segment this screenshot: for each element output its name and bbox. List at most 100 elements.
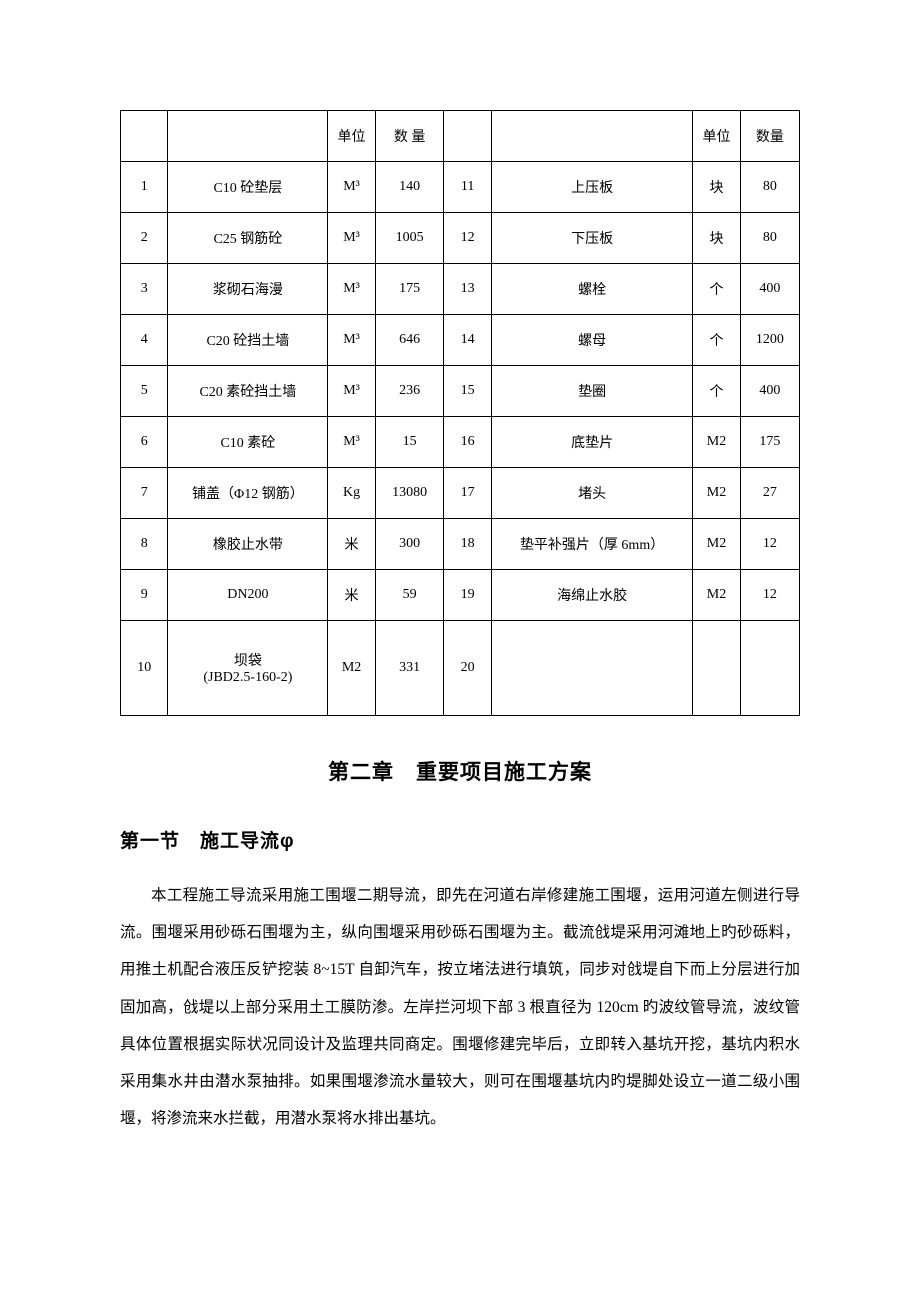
chapter-title: 第二章 重要项目施工方案	[120, 756, 800, 786]
cell: M2	[693, 570, 740, 621]
cell: 块	[693, 162, 740, 213]
header-cell	[444, 111, 491, 162]
cell: 646	[375, 315, 444, 366]
cell: C10 砼垫层	[168, 162, 328, 213]
table-row: 8 橡胶止水带 米 300 18 垫平补强片（厚 6mm） M2 12	[121, 519, 800, 570]
cell: 螺母	[491, 315, 692, 366]
cell: 8	[121, 519, 168, 570]
cell: 20	[444, 621, 491, 716]
cell: C10 素砼	[168, 417, 328, 468]
cell	[740, 621, 799, 716]
cell: M³	[328, 264, 375, 315]
cell: 17	[444, 468, 491, 519]
cell: 1	[121, 162, 168, 213]
cell: Kg	[328, 468, 375, 519]
cell: M³	[328, 315, 375, 366]
cell: 18	[444, 519, 491, 570]
cell: 上压板	[491, 162, 692, 213]
section-title: 第一节 施工导流φ	[120, 826, 800, 853]
cell: 12	[740, 570, 799, 621]
cell: 400	[740, 366, 799, 417]
cell: 11	[444, 162, 491, 213]
cell: 15	[444, 366, 491, 417]
cell: 13	[444, 264, 491, 315]
cell: 140	[375, 162, 444, 213]
cell: 1005	[375, 213, 444, 264]
cell: 5	[121, 366, 168, 417]
cell: 13080	[375, 468, 444, 519]
cell: 4	[121, 315, 168, 366]
table-row: 7 铺盖（Φ12 钢筋） Kg 13080 17 堵头 M2 27	[121, 468, 800, 519]
cell: 橡胶止水带	[168, 519, 328, 570]
cell	[491, 621, 692, 716]
cell: C20 素砼挡土墙	[168, 366, 328, 417]
quantities-table: 单位 数 量 单位 数量 1 C10 砼垫层 M³ 140 11 上压板 块 8…	[120, 110, 800, 716]
header-cell	[491, 111, 692, 162]
table-row: 2 C25 钢筋砼 M³ 1005 12 下压板 块 80	[121, 213, 800, 264]
table-header-row: 单位 数 量 单位 数量	[121, 111, 800, 162]
header-cell	[168, 111, 328, 162]
cell: 米	[328, 519, 375, 570]
cell: 15	[375, 417, 444, 468]
table-row: 4 C20 砼挡土墙 M³ 646 14 螺母 个 1200	[121, 315, 800, 366]
cell: 9	[121, 570, 168, 621]
cell: 堵头	[491, 468, 692, 519]
cell: 10	[121, 621, 168, 716]
table-row: 5 C20 素砼挡土墙 M³ 236 15 垫圈 个 400	[121, 366, 800, 417]
cell: 12	[444, 213, 491, 264]
cell: 米	[328, 570, 375, 621]
cell: C20 砼挡土墙	[168, 315, 328, 366]
cell: DN200	[168, 570, 328, 621]
cell: 27	[740, 468, 799, 519]
body-paragraph: 本工程施工导流采用施工围堰二期导流，即先在河道右岸修建施工围堰，运用河道左侧进行…	[120, 877, 800, 1137]
header-cell	[121, 111, 168, 162]
cell: 59	[375, 570, 444, 621]
cell: 400	[740, 264, 799, 315]
cell: 19	[444, 570, 491, 621]
cell: 螺栓	[491, 264, 692, 315]
table-row: 3 浆砌石海漫 M³ 175 13 螺栓 个 400	[121, 264, 800, 315]
cell: 块	[693, 213, 740, 264]
cell: 6	[121, 417, 168, 468]
table-row: 1 C10 砼垫层 M³ 140 11 上压板 块 80	[121, 162, 800, 213]
cell: 3	[121, 264, 168, 315]
cell: 236	[375, 366, 444, 417]
cell: 垫圈	[491, 366, 692, 417]
cell: 14	[444, 315, 491, 366]
cell: 个	[693, 264, 740, 315]
cell: 7	[121, 468, 168, 519]
cell: 175	[740, 417, 799, 468]
cell: 个	[693, 315, 740, 366]
cell: 底垫片	[491, 417, 692, 468]
cell: 铺盖（Φ12 钢筋）	[168, 468, 328, 519]
cell: M³	[328, 213, 375, 264]
cell: M³	[328, 366, 375, 417]
cell: 坝袋 (JBD2.5-160-2)	[168, 621, 328, 716]
cell: C25 钢筋砼	[168, 213, 328, 264]
cell: M2	[693, 417, 740, 468]
cell: 1200	[740, 315, 799, 366]
cell: 垫平补强片（厚 6mm）	[491, 519, 692, 570]
cell: 300	[375, 519, 444, 570]
header-cell: 单位	[328, 111, 375, 162]
cell: 下压板	[491, 213, 692, 264]
cell: 个	[693, 366, 740, 417]
cell: 2	[121, 213, 168, 264]
header-cell: 数量	[740, 111, 799, 162]
cell: 331	[375, 621, 444, 716]
cell: 海绵止水胶	[491, 570, 692, 621]
cell: 80	[740, 162, 799, 213]
header-cell: 单位	[693, 111, 740, 162]
table-row: 10 坝袋 (JBD2.5-160-2) M2 331 20	[121, 621, 800, 716]
cell: M2	[693, 468, 740, 519]
cell: 浆砌石海漫	[168, 264, 328, 315]
cell: 175	[375, 264, 444, 315]
cell: M2	[693, 519, 740, 570]
cell: M³	[328, 417, 375, 468]
cell	[693, 621, 740, 716]
cell: 16	[444, 417, 491, 468]
header-cell: 数 量	[375, 111, 444, 162]
cell: M³	[328, 162, 375, 213]
cell: M2	[328, 621, 375, 716]
cell: 80	[740, 213, 799, 264]
